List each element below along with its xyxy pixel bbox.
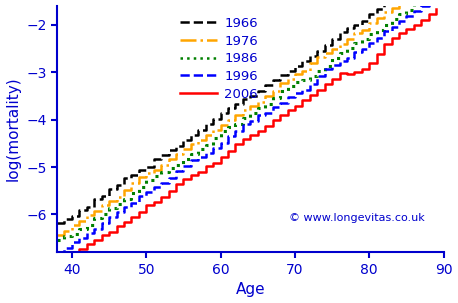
1996 [433,0,439,1]
Y-axis label: log(mortality): log(mortality) [5,77,21,181]
2006 [188,173,194,176]
1976 [300,69,305,72]
1996 [403,15,409,18]
1986 [55,238,60,241]
2006 [55,263,60,267]
Line: 1976: 1976 [57,0,436,235]
1976 [285,78,290,81]
1996 [233,129,238,133]
2006 [84,242,89,246]
1966 [55,221,60,225]
1966 [84,205,89,208]
1996 [300,88,305,92]
1986 [403,8,409,12]
2006 [285,108,290,112]
Line: 1986: 1986 [57,0,436,240]
1966 [300,59,305,63]
1986 [285,85,290,88]
1996 [285,95,290,99]
1996 [84,231,89,235]
1986 [188,152,194,156]
1966 [285,69,290,73]
Line: 1996: 1996 [57,0,436,252]
1976 [84,213,89,217]
X-axis label: Age: Age [235,282,265,298]
Legend: 1966, 1976, 1986, 1996, 2006: 1966, 1976, 1986, 1996, 2006 [180,17,258,101]
1986 [233,122,238,126]
1986 [84,223,89,227]
2006 [233,143,238,146]
Line: 1966: 1966 [57,0,436,223]
1996 [188,158,194,162]
1976 [188,142,194,145]
1966 [188,133,194,137]
1966 [233,102,238,106]
2006 [300,99,305,102]
2006 [403,28,409,31]
Line: 2006: 2006 [57,9,436,265]
1996 [55,250,60,254]
1986 [300,78,305,82]
1976 [403,0,409,1]
2006 [433,7,439,11]
1976 [55,233,60,237]
1976 [233,114,238,117]
Text: © www.longevitas.co.uk: © www.longevitas.co.uk [289,213,425,223]
